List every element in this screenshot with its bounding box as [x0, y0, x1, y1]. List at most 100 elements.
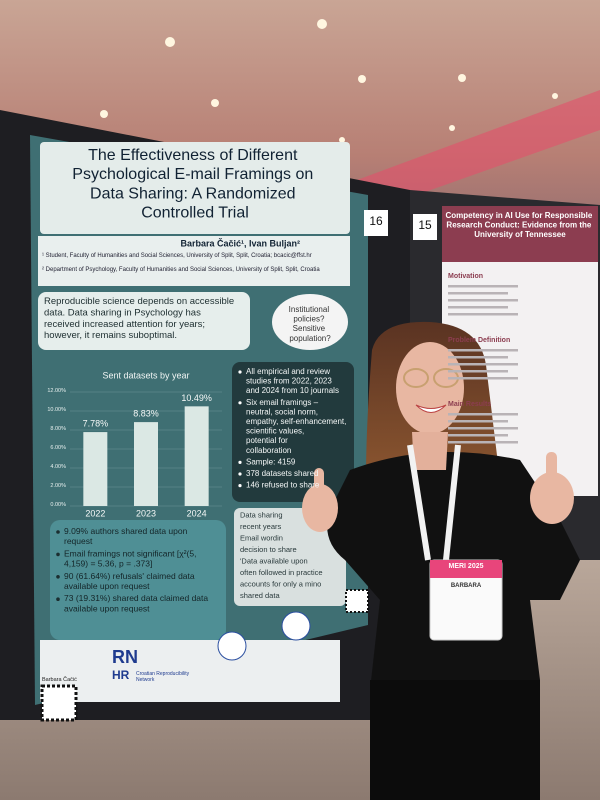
conclusion-line: Email wordin	[240, 534, 283, 543]
bullet	[56, 552, 60, 557]
affiliation: ¹ Student, Faculty of Humanities and Soc…	[42, 253, 312, 259]
method-item: 378 datasets shared	[246, 469, 319, 478]
conclusion-line: often followed in practice	[240, 568, 323, 577]
conclusion-line: Data sharing	[240, 511, 283, 520]
results-box	[50, 520, 226, 640]
result-item: Email framings not significant [χ²(5, 4,…	[64, 549, 199, 569]
logo-caption: Croatian Reproducibility Network	[136, 671, 190, 683]
text-line	[448, 306, 508, 309]
text-line	[448, 356, 508, 359]
text-line	[448, 285, 518, 288]
method-item: All empirical and review studies from 20…	[246, 367, 339, 395]
bar	[134, 422, 158, 506]
text-line	[448, 349, 518, 352]
method-item: 146 refused to share	[246, 480, 320, 489]
conclusion-box	[234, 508, 346, 606]
x-tick-label: 2023	[136, 508, 156, 518]
y-tick-label: 2.00%	[50, 483, 66, 489]
conclusion-line: 'Data available upon	[240, 557, 308, 566]
result-item: 90 (61.64%) refusals' claimed data avail…	[64, 571, 197, 591]
badge-header	[430, 560, 502, 578]
value-label: 7.78%	[83, 418, 109, 428]
chart-title: Sent datasets by year	[102, 370, 189, 380]
author-box	[38, 236, 350, 286]
text-line	[448, 427, 518, 430]
text-line	[448, 441, 518, 444]
y-tick-label: 0.00%	[50, 502, 66, 508]
text-line	[448, 377, 518, 380]
right-hand	[530, 472, 574, 524]
neck	[412, 432, 448, 470]
text-line	[448, 313, 518, 316]
conclusion-line: recent years	[240, 522, 282, 531]
conclusion-line: accounts for only a mino	[240, 580, 321, 589]
poster-title: The Effectiveness of Different Psycholog…	[72, 147, 317, 222]
x-tick-label: 2024	[187, 508, 207, 518]
smile	[415, 404, 447, 413]
bullet	[238, 370, 242, 374]
conclusion-line: decision to share	[240, 545, 297, 554]
qr-code-2	[345, 589, 369, 613]
board-tag	[413, 214, 437, 240]
title-box	[40, 142, 350, 234]
poster-2-heading: Main Results	[448, 401, 491, 408]
y-tick-label: 8.00%	[50, 426, 66, 432]
y-tick-label: 6.00%	[50, 445, 66, 451]
logo-strip	[40, 640, 340, 702]
qr-caption: Barbara Čačić	[42, 676, 77, 683]
logo-circle	[217, 631, 247, 661]
y-tick-label: 12.00%	[47, 388, 66, 394]
qr-code	[40, 684, 78, 722]
poster-2-heading: Problem Definition	[448, 337, 510, 344]
intro-box	[38, 292, 250, 350]
result-item: 9.09% authors shared data upon request	[64, 526, 190, 546]
board-number: 15	[418, 218, 432, 232]
bullet	[238, 460, 242, 464]
value-label: 10.49%	[181, 393, 212, 403]
bar	[83, 432, 108, 506]
methods-box	[232, 362, 354, 502]
pants	[370, 680, 540, 800]
x-tick-label: 2022	[85, 508, 105, 518]
thumb	[314, 468, 324, 492]
glasses	[403, 368, 429, 388]
text-line	[448, 413, 518, 416]
y-tick-label: 10.00%	[47, 407, 66, 413]
face	[396, 342, 464, 434]
bullet	[238, 401, 242, 405]
intro-text: Reproducible science depends on accessib…	[44, 296, 237, 341]
affiliation: ² Department of Psychology, Faculty of H…	[42, 267, 320, 273]
poster-2-title: Competency in AI Use for Responsible Res…	[445, 211, 594, 239]
lanyard	[407, 444, 461, 561]
text-line	[448, 420, 508, 423]
board-number: 16	[369, 214, 383, 228]
badge-name: BARBARA	[451, 583, 482, 589]
method-item: Sample: 4159	[246, 457, 296, 466]
text-line	[448, 292, 508, 295]
logo-text: RN	[112, 647, 138, 667]
ceiling-lights	[100, 19, 558, 143]
bubble-text: Institutional policies? Sensitive popula…	[289, 305, 332, 343]
y-tick-label: 4.00%	[50, 464, 66, 470]
poster-2-header	[442, 206, 598, 262]
value-label: 8.83%	[133, 409, 159, 419]
badge-event: MERI 2025	[448, 563, 483, 570]
poster-authors: Barbara Čačić¹, Ivan Buljan²	[180, 237, 300, 248]
board-tag	[364, 210, 388, 236]
text-line	[448, 363, 518, 366]
method-item: Six email framings – neutral, social nor…	[246, 397, 349, 454]
bullet	[238, 472, 242, 476]
text-line	[448, 299, 518, 302]
result-item: 73 (19.31%) shared data claimed data ava…	[64, 594, 210, 614]
logo-text: HR	[112, 668, 130, 682]
bullet	[56, 575, 60, 579]
bullet	[238, 484, 242, 488]
bullet	[56, 530, 60, 534]
conclusion-line: shared data	[240, 591, 280, 600]
left-hand	[302, 484, 338, 532]
thumb	[546, 452, 557, 478]
bar	[184, 406, 209, 506]
text-line	[448, 370, 508, 373]
